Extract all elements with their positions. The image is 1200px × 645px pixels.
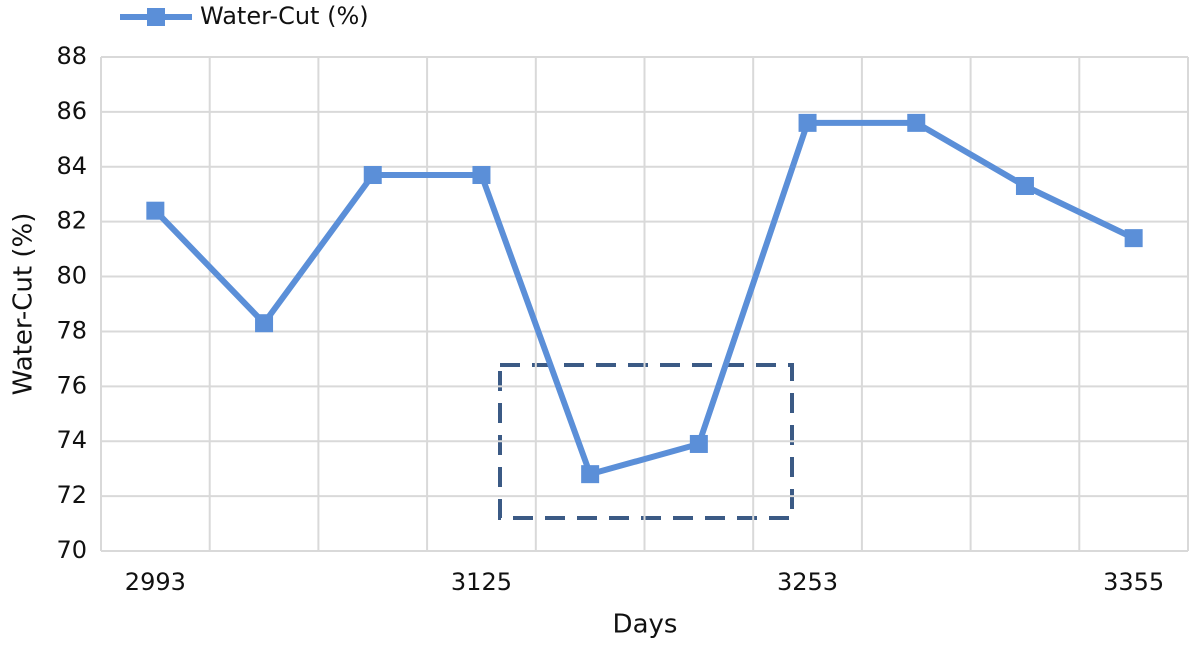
x-tick-label: 3125 [451, 568, 512, 596]
y-tick-label: 70 [56, 536, 87, 564]
marker [472, 166, 491, 185]
y-tick-label: 84 [56, 152, 87, 180]
marker [907, 113, 926, 132]
y-tick-label: 82 [56, 207, 87, 235]
x-axis-title: Days [613, 610, 678, 640]
legend-marker [147, 8, 165, 26]
y-tick-label: 72 [56, 481, 87, 509]
y-tick-label: 80 [56, 262, 87, 290]
y-axis-title: Water-Cut (%) [9, 213, 39, 396]
marker [363, 166, 382, 185]
marker [1124, 229, 1143, 248]
marker [146, 201, 165, 220]
marker [798, 113, 817, 132]
y-tick-label: 74 [56, 426, 87, 454]
y-tick-label: 86 [56, 97, 87, 125]
y-tick-label: 88 [56, 42, 87, 70]
marker [1015, 176, 1034, 195]
x-tick-label: 3253 [777, 568, 838, 596]
x-tick-label: 3355 [1103, 568, 1164, 596]
x-tick-label: 2993 [125, 568, 186, 596]
y-tick-label: 78 [56, 316, 87, 344]
legend-label: Water-Cut (%) [200, 2, 369, 30]
marker [581, 465, 600, 484]
y-tick-label: 76 [56, 371, 87, 399]
series-line [153, 119, 1135, 478]
marker [255, 314, 274, 333]
marker [689, 434, 708, 453]
